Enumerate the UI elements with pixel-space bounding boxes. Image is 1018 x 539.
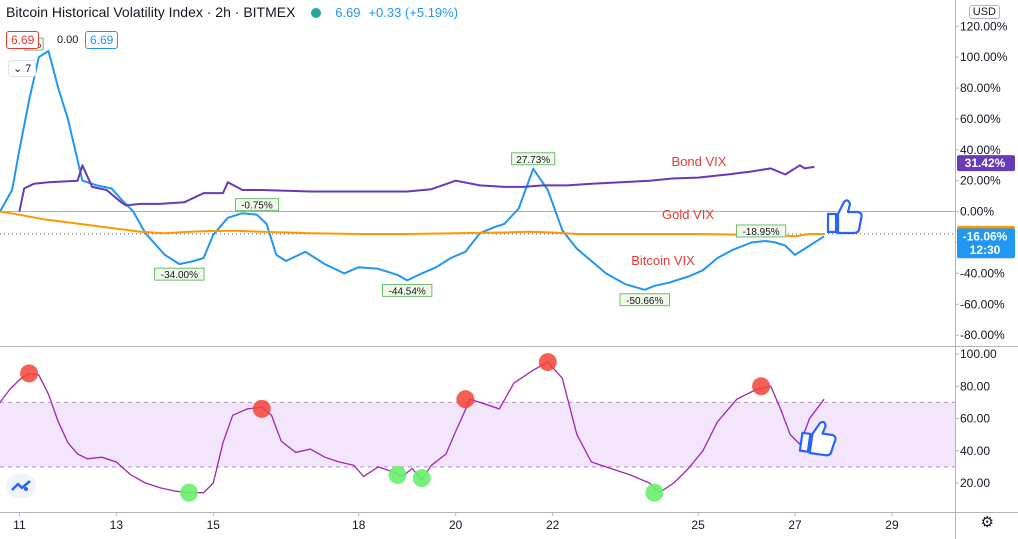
btc-series-line [0, 50, 825, 291]
rsi-y-tick-label: 100.00 [960, 347, 997, 361]
thumb-shape [798, 420, 837, 457]
chart-header: Bitcoin Historical Volatility Index · 2h… [6, 4, 458, 20]
y-tick-label: 80.00% [960, 81, 1001, 95]
thumbs-up-icon [826, 199, 863, 235]
annotation-callout: -0.75% [234, 198, 279, 212]
x-tick-label: 13 [110, 518, 124, 532]
y-tick-label: -60.00% [960, 297, 1005, 311]
chevron-down-icon: ⌄ [13, 63, 23, 75]
chart-title: Bitcoin Historical Volatility Index · 2h… [6, 4, 296, 20]
thumb-shape [826, 199, 863, 235]
rsi-y-tick-label: 40.00 [960, 444, 990, 458]
rsi-y-tick-label: 80.00 [960, 379, 990, 393]
change-value: +0.33 (+5.19%) [368, 5, 459, 20]
annotation-callout: 27.73% [511, 152, 556, 166]
currency-button[interactable]: USD [968, 5, 1000, 19]
annotation-box [619, 293, 670, 307]
bond-series-line [18, 164, 815, 212]
y-tick-label: 120.00% [960, 19, 1008, 33]
annotation-callout: -50.66% [619, 293, 670, 307]
y-tick-label: 20.00% [960, 174, 1001, 188]
price-tag [957, 242, 1015, 259]
oversold-marker [412, 469, 431, 488]
rsi-y-tick-label: 60.00 [960, 412, 990, 426]
annotation-label: -50.66% [626, 296, 663, 307]
thumbs-up-icon [798, 420, 837, 457]
last-value: 6.69 [335, 5, 361, 20]
blue-badge-value: 6.69 [90, 33, 114, 47]
oversold-marker [180, 483, 199, 502]
price-tag-label: -16.06% [963, 229, 1008, 243]
annotation-callout: -34.00% [154, 267, 205, 281]
legend-collapse-button[interactable]: ⌄ 7 [8, 60, 37, 77]
annotation-label: -0.75% [241, 201, 273, 212]
price-tag-label: 31.42% [965, 156, 1006, 170]
x-tick-label: 20 [449, 518, 463, 532]
y-tick-label: -40.00% [960, 266, 1005, 280]
annotation-label: 27.73% [516, 155, 550, 166]
overbought-marker [752, 377, 771, 396]
oversold-marker [388, 465, 407, 484]
rsi-y-tick-label: 20.00 [960, 476, 990, 490]
blue-value-badge: 6.69 [85, 31, 119, 49]
annotation-box [511, 152, 556, 166]
annotation-label: -34.00% [161, 270, 198, 281]
badge-zero-value: 0.00 [57, 34, 79, 46]
rsi-band [0, 402, 955, 467]
price-tag [957, 228, 1015, 245]
x-tick-label: 29 [885, 518, 899, 532]
tradingview-logo-icon[interactable] [6, 474, 36, 498]
red-value-badge: 6.69 [6, 31, 40, 49]
annotation-box [735, 224, 787, 238]
overbought-marker [456, 390, 475, 409]
series-label-btc: Bitcoin VIX [631, 253, 695, 268]
price-tag [957, 155, 1015, 172]
market-status-icon [311, 8, 322, 18]
annotation-box [382, 283, 433, 297]
x-tick-label: 18 [352, 518, 366, 532]
x-tick-label: 11 [13, 518, 26, 532]
series-label-bond: Bond VIX [672, 154, 727, 169]
x-tick-label: 22 [546, 518, 560, 532]
x-tick-label: 25 [691, 518, 705, 532]
y-tick-label: 100.00% [960, 50, 1008, 64]
price-tag-label: 12:30 [970, 243, 1001, 257]
annotation-callout: -44.54% [382, 283, 433, 297]
annotation-box [234, 198, 279, 212]
overbought-marker [20, 364, 39, 383]
annotation-callout: -18.95% [735, 224, 787, 238]
annotation-label: -18.95% [742, 227, 779, 238]
y-tick-label: 0.00% [960, 205, 994, 219]
annotation-box [154, 267, 205, 281]
x-tick-label: 15 [207, 518, 221, 532]
overbought-marker [538, 353, 557, 372]
series-label-gold: Gold VIX [662, 207, 714, 222]
rsi-series-line [0, 361, 825, 494]
annotation-label: -44.54% [389, 286, 426, 297]
overbought-marker [252, 399, 271, 418]
collapse-count: 7 [25, 63, 32, 75]
oversold-marker [645, 483, 664, 502]
y-tick-label: 40.00% [960, 143, 1001, 157]
x-tick-label: 27 [788, 518, 802, 532]
gear-icon[interactable]: ⚙ [980, 514, 994, 531]
red-badge-value: 6.69 [11, 33, 35, 47]
y-tick-label: -80.00% [960, 328, 1005, 342]
y-tick-label: 60.00% [960, 112, 1001, 126]
gold-series-line [0, 210, 825, 238]
